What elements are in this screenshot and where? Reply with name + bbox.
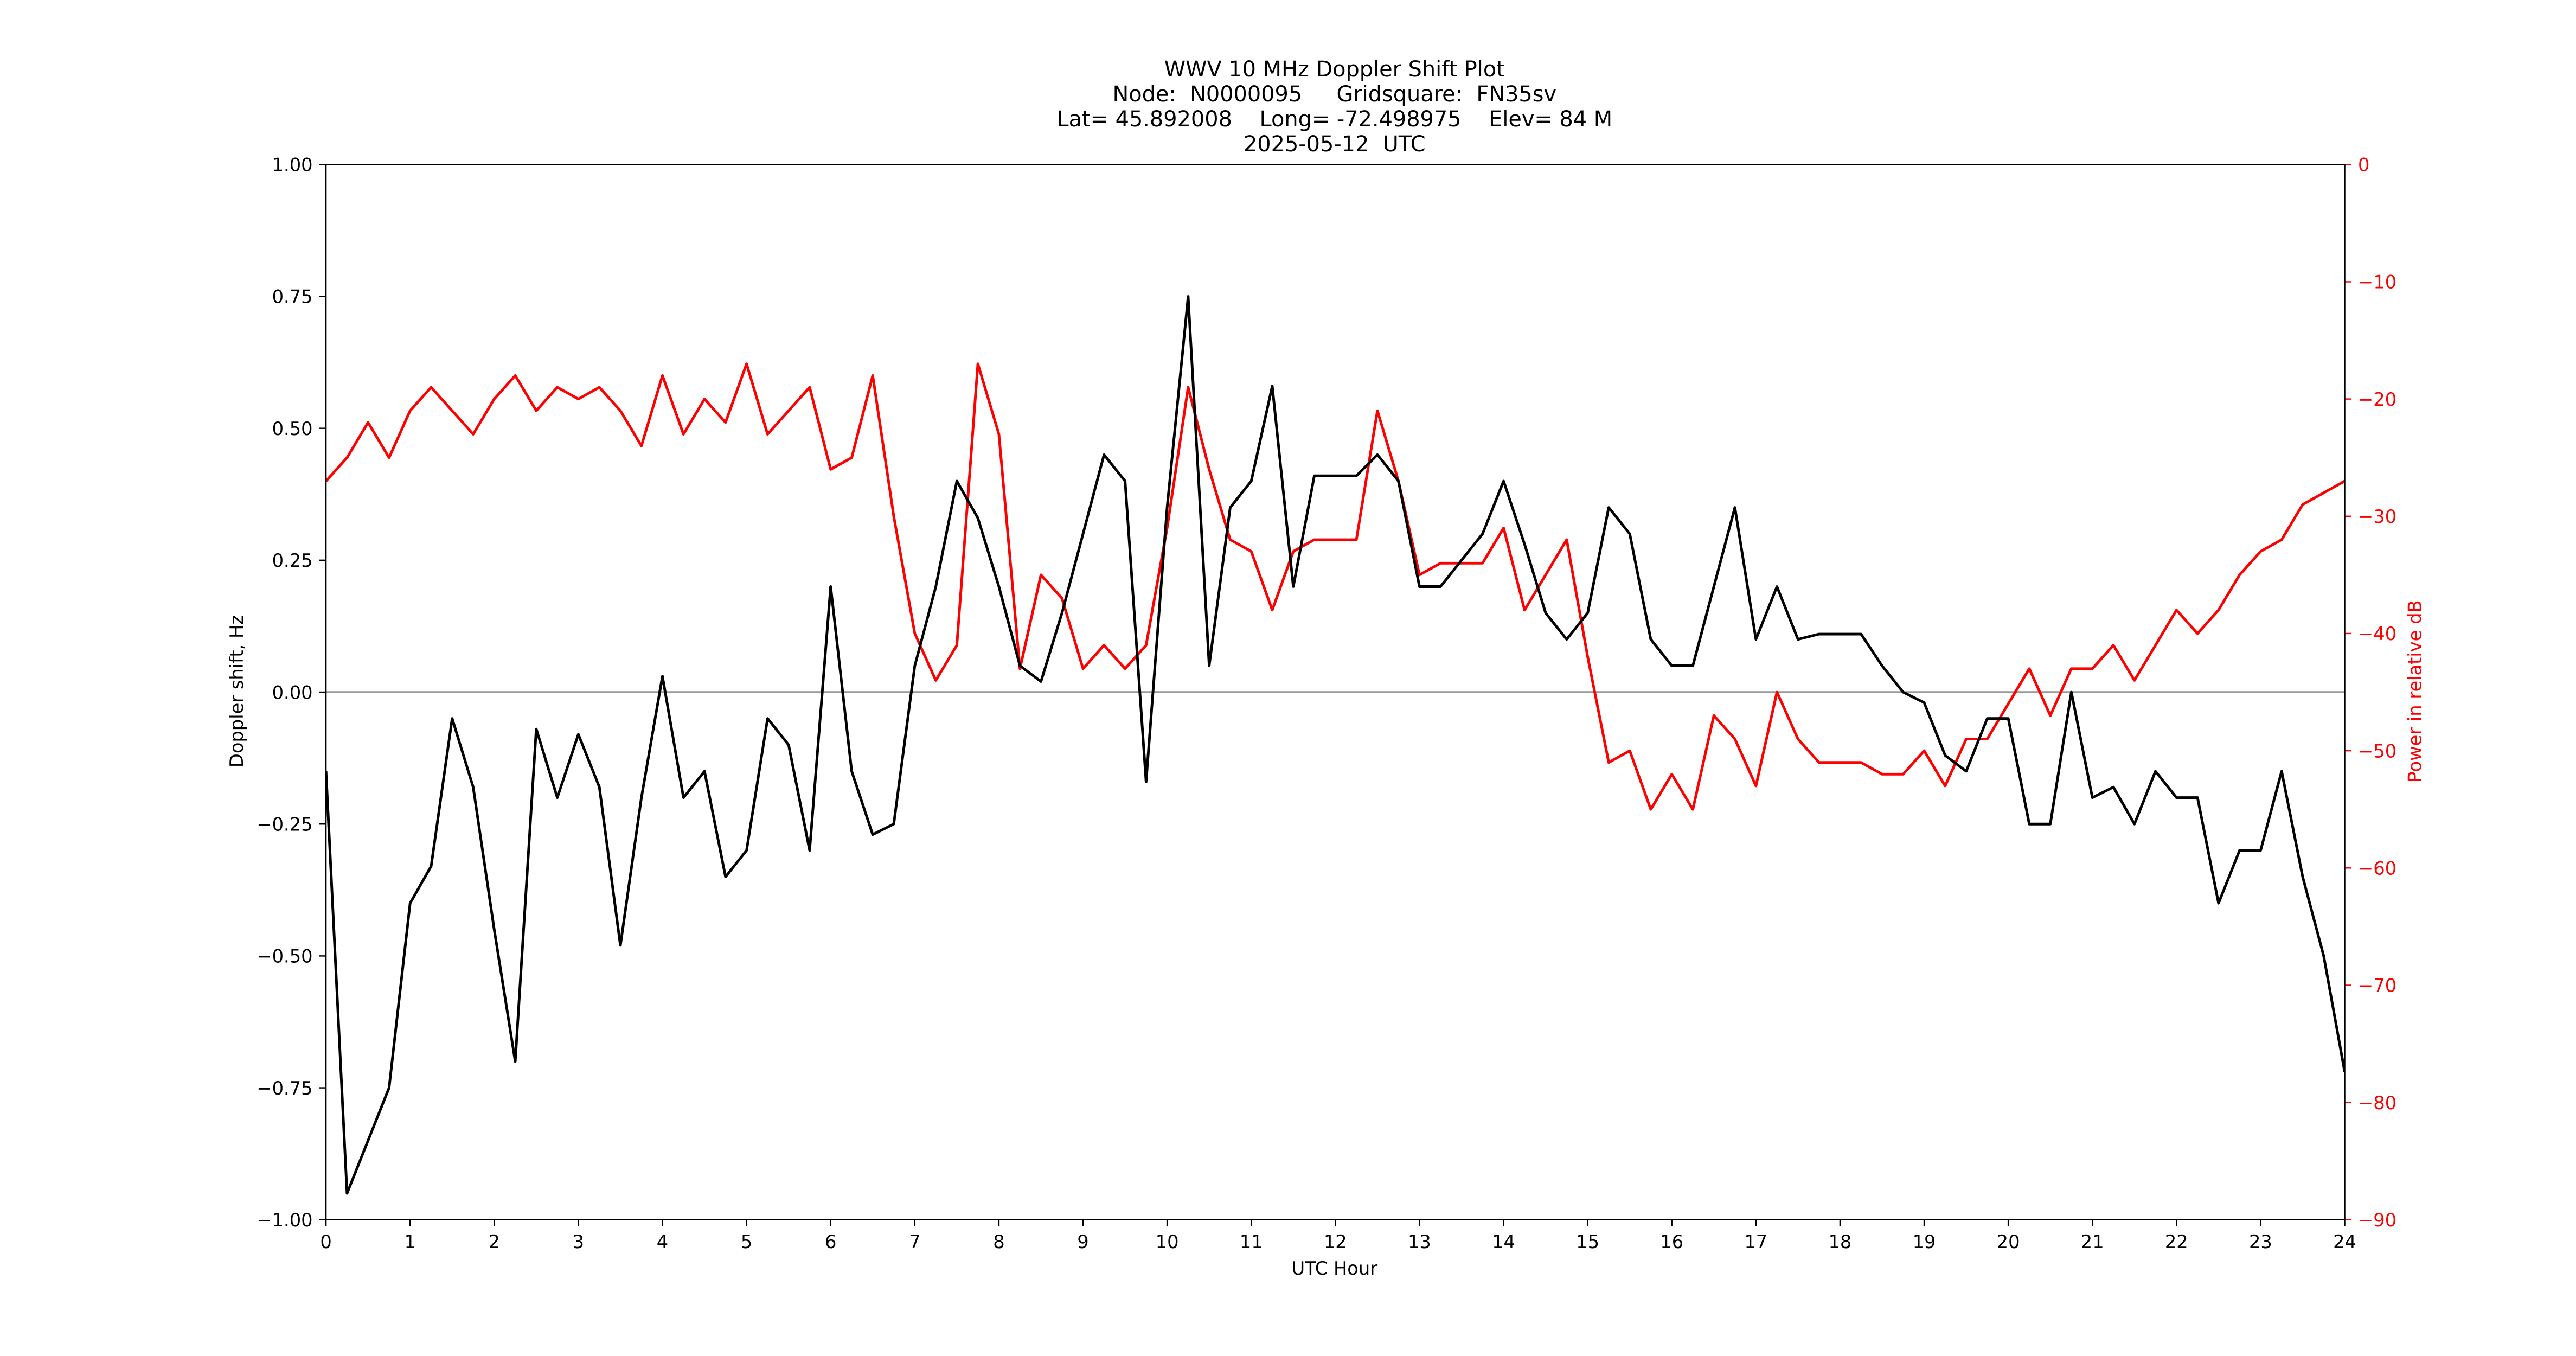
- title-block: WWV 10 MHz Doppler Shift Plot Node: N000…: [1056, 57, 1612, 157]
- y2-tick-label: −10: [2358, 272, 2396, 293]
- chart-title: WWV 10 MHz Doppler Shift Plot: [1164, 57, 1505, 82]
- x-tick-label: 19: [1913, 1231, 1936, 1252]
- y2-tick-label: −20: [2358, 389, 2396, 410]
- x-tick-label: 20: [1997, 1231, 2020, 1252]
- x-tick-label: 24: [2333, 1231, 2356, 1252]
- x-tick-label: 17: [1744, 1231, 1767, 1252]
- x-tick-label: 10: [1156, 1231, 1179, 1252]
- y-tick-label: 0.00: [272, 682, 313, 703]
- y-tick-label: 0.75: [272, 286, 313, 308]
- x-tick-label: 12: [1324, 1231, 1347, 1252]
- x-tick-label: 11: [1240, 1231, 1263, 1252]
- data-line: [326, 362, 2345, 811]
- chart-subtitle: 2025-05-12 UTC: [1244, 132, 1426, 157]
- x-tick-label: 1: [404, 1231, 415, 1252]
- y-tick-label: −0.50: [257, 946, 312, 967]
- y2-axis-label: Power in relative dB: [2404, 600, 2425, 782]
- y2-tick-label: −70: [2358, 975, 2396, 996]
- x-tick-label: 2: [489, 1231, 500, 1252]
- x-tick-label: 3: [573, 1231, 584, 1252]
- x-tick-label: 15: [1576, 1231, 1599, 1252]
- y2-tick-label: −30: [2358, 506, 2396, 527]
- x-tick-label: 0: [320, 1231, 331, 1252]
- data-line: [326, 295, 2345, 1195]
- x-axis-label: UTC Hour: [1291, 1258, 1377, 1279]
- y-tick-label: 0.50: [272, 418, 313, 439]
- y2-tick-label: −80: [2358, 1092, 2396, 1114]
- y-tick-label: −0.75: [257, 1078, 312, 1099]
- y-tick-label: 0.25: [272, 550, 313, 571]
- x-tick-label: 23: [2249, 1231, 2272, 1252]
- y-axis-label: Doppler shift, Hz: [226, 615, 247, 767]
- chart-subtitle: Node: N0000095 Gridsquare: FN35sv: [1113, 82, 1557, 107]
- x-tick-label: 4: [657, 1231, 668, 1252]
- y-tick-label: −0.25: [257, 814, 312, 835]
- y2-tick-label: −90: [2358, 1210, 2396, 1231]
- y2-tick-label: −50: [2358, 740, 2396, 762]
- x-tick-label: 8: [993, 1231, 1004, 1252]
- y2-tick-label: 0: [2358, 155, 2369, 176]
- x-tick-label: 21: [2081, 1231, 2104, 1252]
- x-tick-label: 7: [909, 1231, 920, 1252]
- y2-tick-label: −40: [2358, 623, 2396, 644]
- y2-tick-label: −60: [2358, 858, 2396, 879]
- x-tick-label: 22: [2165, 1231, 2188, 1252]
- x-tick-label: 13: [1408, 1231, 1431, 1252]
- plot-frame: [325, 164, 2346, 1220]
- x-tick-label: 14: [1492, 1231, 1515, 1252]
- x-tick-label: 16: [1660, 1231, 1683, 1252]
- x-tick-label: 9: [1077, 1231, 1088, 1252]
- chart-subtitle: Lat= 45.892008 Long= -72.498975 Elev= 84…: [1056, 107, 1612, 132]
- x-tick-label: 6: [825, 1231, 836, 1252]
- x-tick-label: 5: [741, 1231, 752, 1252]
- y-tick-label: 1.00: [272, 155, 313, 176]
- x-tick-label: 18: [1828, 1231, 1851, 1252]
- y-tick-label: −1.00: [257, 1210, 312, 1231]
